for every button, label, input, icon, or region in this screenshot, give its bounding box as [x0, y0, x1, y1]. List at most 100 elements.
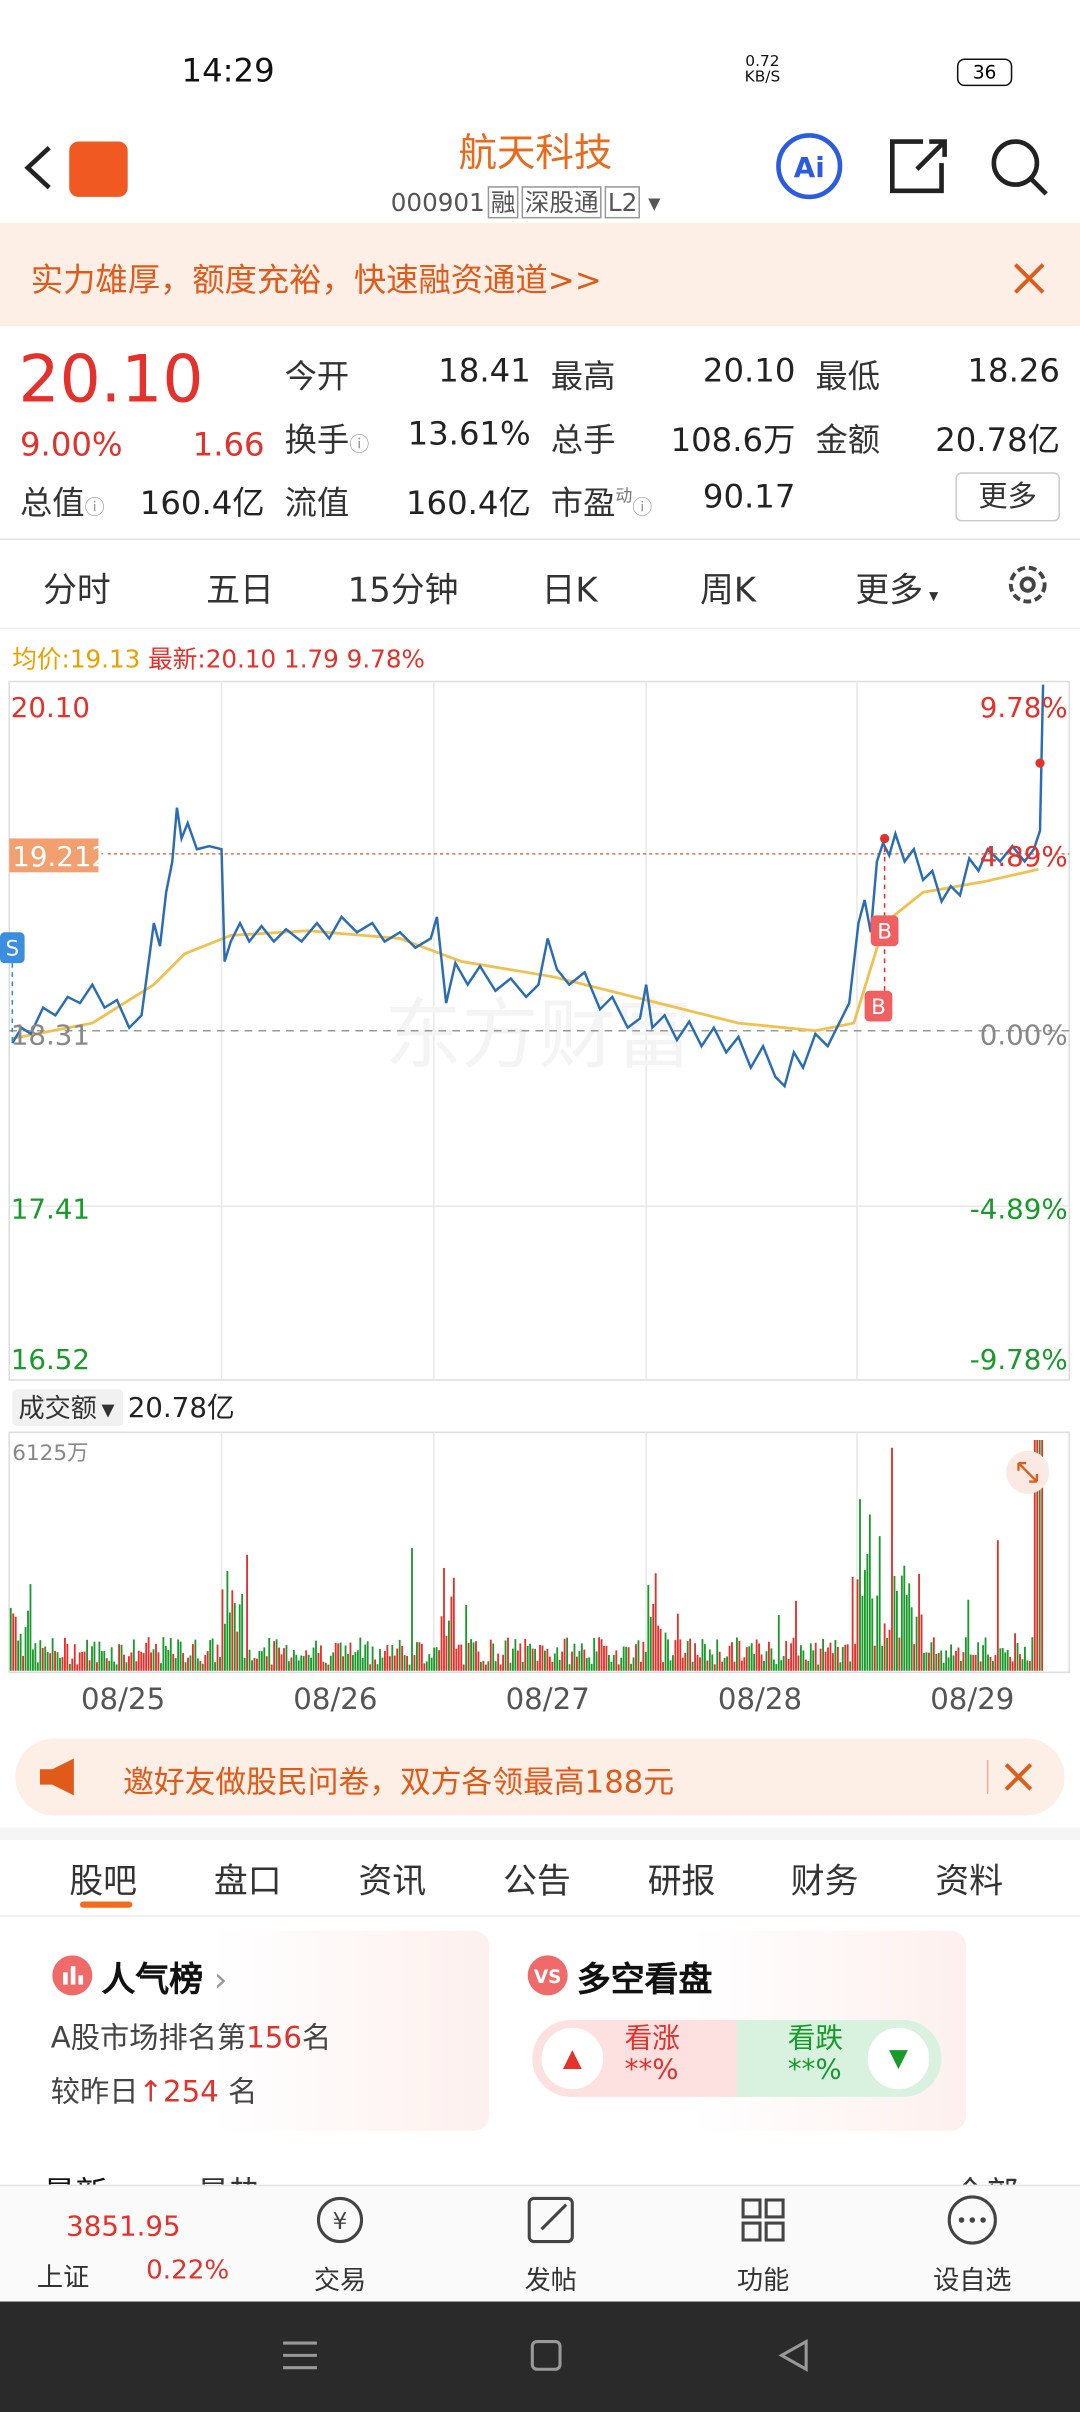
settings-icon[interactable] [1003, 560, 1052, 609]
tag: L2 [604, 186, 641, 219]
speed-unit: KB/S [744, 69, 781, 87]
left-axis-label: 17.41 [11, 1192, 90, 1225]
popularity-card[interactable] [30, 1930, 490, 2131]
text: 名 [301, 2021, 332, 2056]
nav-item[interactable]: 设自选 [933, 2266, 1012, 2297]
tab[interactable]: 更多 ▾ [855, 572, 939, 611]
card-icon: VS [527, 1955, 568, 1996]
divider [0, 627, 1080, 630]
stat-value: 13.61% [407, 415, 531, 453]
price-chart: 东方财富 S B B 20.10 19.212 18.31 17.41 16.5… [0, 680, 1070, 1716]
date-label: 08/25 [81, 1682, 165, 1716]
stat-label: 总手 [550, 421, 616, 459]
divider [0, 1915, 1080, 1917]
stat-label: 换手ⓘ [284, 421, 370, 459]
vote-up-button[interactable]: ▲ [541, 2027, 604, 2090]
stat-label: 金额 [815, 421, 880, 459]
stat-label: 市盈动ⓘ [550, 484, 653, 522]
chart-change: 1.79 [284, 644, 339, 674]
svg-text:▼: ▼ [102, 1399, 115, 1419]
stat-label: 最高 [550, 358, 616, 396]
share-icon[interactable] [889, 139, 947, 194]
volume-bars [9, 1439, 1044, 1671]
card-title[interactable]: 人气榜 › [101, 1961, 228, 2000]
index-value[interactable]: 3851.95 [66, 2210, 181, 2244]
vote-up[interactable]: 看涨 **% [624, 2023, 680, 2087]
svg-text:Ai: Ai [794, 151, 825, 184]
battery: 36 [956, 58, 1013, 87]
section-tab-active[interactable]: 股吧 [69, 1863, 137, 1902]
nav-item[interactable]: 功能 [736, 2266, 790, 2297]
date-label: 08/29 [930, 1682, 1014, 1716]
section-tab[interactable]: 公告 [503, 1863, 571, 1902]
vote-down[interactable]: 看跌 **% [787, 2023, 844, 2087]
promo-text[interactable]: 邀好友做股民问卷，双方各领最高188元 [123, 1763, 675, 1800]
left-axis-label: 16.52 [11, 1343, 90, 1376]
vote-down-button[interactable]: ▼ [867, 2027, 930, 2090]
tab-underline [79, 1901, 133, 1908]
tab[interactable]: 周K [699, 572, 757, 611]
buy-marker [864, 990, 893, 1022]
chart-info: 均价:19.13 最新:20.10 1.79 9.78% [12, 638, 425, 675]
promo-close[interactable] [985, 1757, 1053, 1797]
avg: 19.13 [69, 644, 141, 674]
right-axis-label: 9.78% [980, 691, 1068, 724]
search-icon[interactable] [991, 139, 1040, 187]
volume-label[interactable]: 成交额 [18, 1394, 96, 1424]
label: 看涨 [624, 2023, 680, 2056]
label: 更多 [855, 572, 924, 611]
banner-text[interactable]: 实力雄厚，额度充裕，快速融资通道>> [30, 261, 602, 299]
section-tab[interactable]: 资料 [935, 1863, 1004, 1902]
left-axis-label: 19.212 [12, 840, 109, 873]
ai-icon[interactable] [776, 133, 843, 200]
point [1035, 758, 1045, 768]
speed: 0.72 [745, 53, 780, 71]
volume-select[interactable] [12, 1389, 124, 1427]
change: 1.66 [192, 426, 265, 464]
section-tab[interactable]: 盘口 [213, 1863, 282, 1902]
value: **% [787, 2053, 842, 2087]
section-tab[interactable]: 财务 [790, 1863, 859, 1902]
tab-active[interactable]: 五日 [206, 572, 274, 611]
volume-max: 6125万 [12, 1441, 88, 1466]
title: 人气榜 [101, 1961, 204, 2000]
index-name[interactable]: 上证 [36, 2263, 90, 2294]
text: 较昨日 [50, 2075, 139, 2110]
ref-tag [9, 838, 99, 873]
net-speed: 0.72 KB/S [745, 55, 781, 86]
value: **% [624, 2053, 679, 2087]
promo-banner[interactable] [15, 1738, 1065, 1816]
tag: 深股通 [521, 186, 602, 219]
stock-code-row: 000901 融深股通 L2 ▾ [390, 186, 661, 219]
label: 市盈 [550, 484, 616, 522]
header-left [24, 141, 128, 197]
back-icon[interactable] [24, 146, 51, 190]
tab[interactable]: 分时 [43, 572, 111, 611]
more-button[interactable]: 更多 [955, 472, 1060, 522]
date-label: 08/28 [718, 1682, 802, 1716]
nav-item[interactable]: 发帖 [524, 2266, 577, 2297]
divider [0, 1827, 1080, 1840]
price-line [11, 684, 1045, 1089]
sup: 动 [615, 486, 633, 507]
index-pct[interactable]: 0.22% [146, 2255, 230, 2287]
section-tab[interactable]: 资讯 [358, 1863, 427, 1902]
stat-label: 最低 [815, 358, 880, 396]
card-title: 多空看盘 [576, 1961, 713, 2000]
tab[interactable]: 日K [541, 572, 598, 611]
nav-icons: ¥ [316, 2195, 997, 2245]
stat-label: 流值 [284, 484, 350, 522]
card-icon [52, 1955, 93, 1996]
marker-label: S [5, 936, 19, 961]
banner[interactable] [0, 223, 1080, 327]
nav-item[interactable]: 交易 [313, 2266, 367, 2297]
banner-close[interactable] [1009, 258, 1049, 298]
right-axis-label: -4.89% [970, 1192, 1068, 1225]
tab[interactable]: 15分钟 [347, 572, 459, 611]
system-nav-icons [283, 2338, 808, 2372]
label: 看跌 [787, 2023, 844, 2056]
system-nav [0, 2301, 1080, 2412]
stat-value: 18.26 [967, 352, 1060, 390]
section-tab[interactable]: 研报 [647, 1863, 716, 1902]
